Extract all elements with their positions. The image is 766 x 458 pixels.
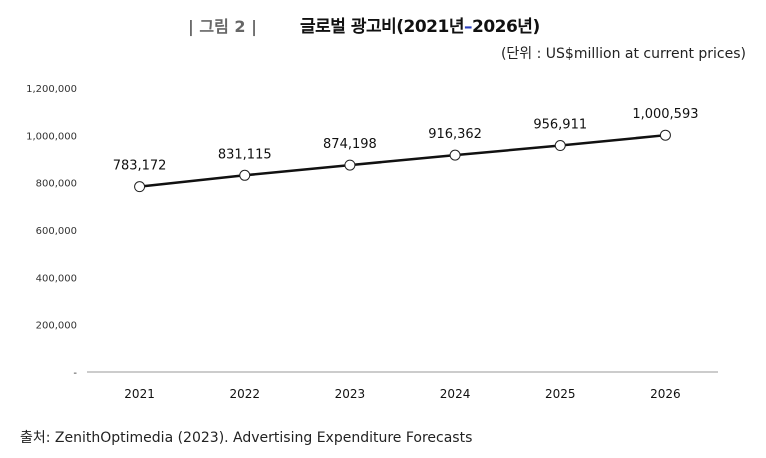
title-dash: – (463, 17, 473, 37)
chart-title: 글로벌 광고비(2021년–2026년) (300, 12, 540, 37)
x-tick-label: 2026 (650, 387, 681, 401)
data-point (659, 129, 671, 141)
figure-label: | 그림 2 | (188, 17, 257, 36)
source-note: 출처: ZenithOptimedia (2023). Advertising … (20, 430, 473, 446)
title-end: 2026년) (471, 17, 540, 37)
series-line (139, 133, 666, 188)
data-point (134, 181, 146, 193)
x-tick-label: 2021 (124, 387, 155, 401)
data-label: 874,198 (323, 137, 377, 152)
data-point (554, 140, 566, 152)
data-label: 1,000,593 (632, 107, 698, 122)
x-tick-label: 2025 (545, 387, 576, 401)
y-tick-label: 600,000 (36, 226, 77, 237)
x-tick-label: 2024 (440, 387, 471, 401)
y-tick-label: 800,000 (36, 179, 77, 190)
y-tick-label: 400,000 (36, 273, 77, 284)
data-label: 956,911 (533, 118, 587, 133)
y-tick-label: 1,200,000 (26, 84, 77, 95)
y-tick-label: 1,000,000 (26, 131, 77, 142)
data-label: 916,362 (428, 127, 482, 142)
unit-note: (단위 : US$million at current prices) (500, 46, 746, 62)
data-point (239, 169, 251, 181)
data-point (344, 159, 356, 171)
data-label: 783,172 (113, 159, 167, 174)
y-tick-label: 200,000 (36, 321, 77, 332)
y-tick-label: - (73, 368, 77, 379)
x-tick-label: 2022 (229, 387, 260, 401)
data-point (449, 149, 461, 161)
title-main: 글로벌 광고비(2021년 (300, 17, 464, 37)
data-label: 831,115 (218, 147, 272, 162)
x-tick-label: 2023 (335, 387, 366, 401)
line-chart: - 200,000 400,000 600,000 800,000 1,000,000 1,… (26, 84, 718, 401)
